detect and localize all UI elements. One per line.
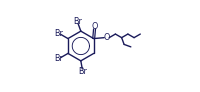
Text: Br: Br	[54, 54, 63, 63]
Text: O: O	[92, 22, 98, 31]
Text: Br: Br	[78, 67, 87, 76]
Text: Br: Br	[73, 17, 82, 26]
Text: Br: Br	[54, 29, 63, 38]
Text: O: O	[103, 33, 109, 42]
